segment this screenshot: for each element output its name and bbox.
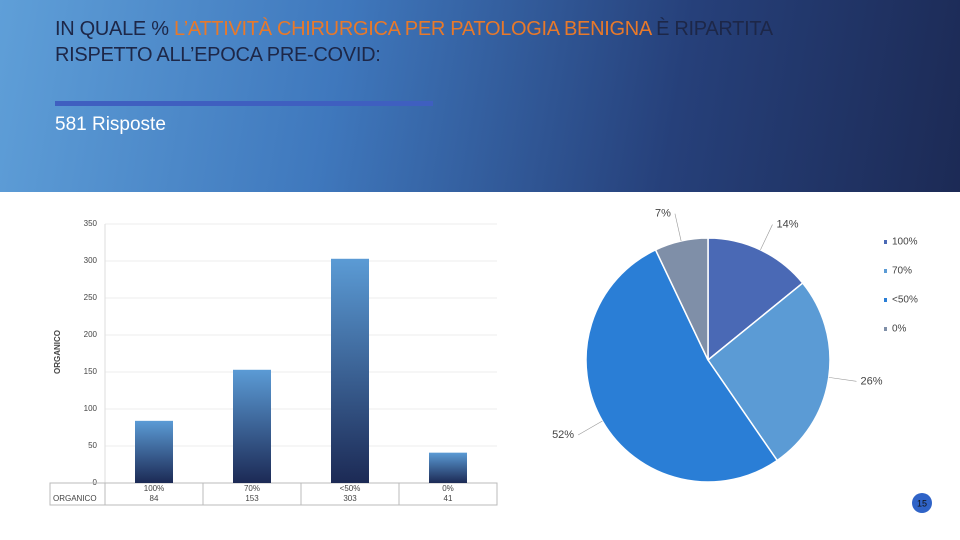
data-label: 14% bbox=[776, 218, 798, 230]
data-label: 52% bbox=[552, 429, 574, 441]
pie-slice bbox=[707, 237, 804, 362]
bar bbox=[429, 452, 467, 483]
title-highlight: L’ATTIVITÀ CHIRURGICA PER PATOLOGIA BENI… bbox=[173, 18, 651, 40]
y-tick-label: 200 bbox=[84, 330, 98, 339]
x-tick-label: 0% bbox=[442, 484, 454, 493]
pie-slice bbox=[585, 248, 779, 483]
x-tick-label: 100% bbox=[144, 484, 164, 493]
title-part: RISPETTO ALL’EPOCA PRE-COVID: bbox=[55, 44, 381, 66]
table-value: 84 bbox=[150, 494, 159, 503]
legend-swatch bbox=[884, 327, 887, 331]
leader-line bbox=[674, 213, 682, 242]
x-tick-label: 70% bbox=[244, 484, 260, 493]
y-tick-label: 100 bbox=[84, 404, 98, 413]
y-tick-label: 300 bbox=[84, 256, 98, 265]
y-axis-label: ORGANICO bbox=[53, 330, 62, 374]
title-part: È RIPARTITA bbox=[656, 18, 773, 40]
bar bbox=[233, 369, 271, 483]
y-tick-label: 50 bbox=[88, 441, 97, 450]
legend-label: 70% bbox=[892, 266, 912, 277]
header-band bbox=[0, 0, 960, 192]
y-tick-label: 350 bbox=[84, 219, 98, 228]
table-value: 303 bbox=[343, 494, 357, 503]
legend-label: 0% bbox=[892, 324, 907, 335]
legend-label: <50% bbox=[892, 295, 918, 306]
table-frame bbox=[49, 482, 498, 506]
table-value: 41 bbox=[444, 494, 453, 503]
leader-line bbox=[828, 377, 857, 382]
legend-label: 100% bbox=[892, 237, 918, 248]
legend-swatch bbox=[884, 240, 887, 244]
title-rule bbox=[55, 101, 433, 106]
leader-line bbox=[760, 224, 773, 250]
bar bbox=[331, 258, 369, 483]
title-part: IN QUALE % bbox=[55, 18, 169, 40]
page-badge bbox=[912, 493, 932, 513]
page-number: 15 bbox=[917, 498, 927, 508]
bar bbox=[135, 420, 173, 483]
data-label: 26% bbox=[860, 375, 882, 387]
subtitle: 581 Risposte bbox=[55, 114, 166, 135]
y-tick-label: 150 bbox=[84, 367, 98, 376]
slide-title: IN QUALE % L’ATTIVITÀ CHIRURGICA PER PAT… bbox=[55, 16, 915, 68]
pie-slice bbox=[654, 237, 709, 361]
x-tick-label: <50% bbox=[340, 484, 361, 493]
y-tick-label: 250 bbox=[84, 293, 98, 302]
leader-line bbox=[577, 420, 603, 436]
table-value: 153 bbox=[245, 494, 259, 503]
table-series-label: ORGANICO bbox=[53, 494, 97, 503]
legend-swatch bbox=[884, 298, 887, 302]
legend-swatch bbox=[884, 269, 887, 273]
data-label: 7% bbox=[655, 208, 671, 220]
